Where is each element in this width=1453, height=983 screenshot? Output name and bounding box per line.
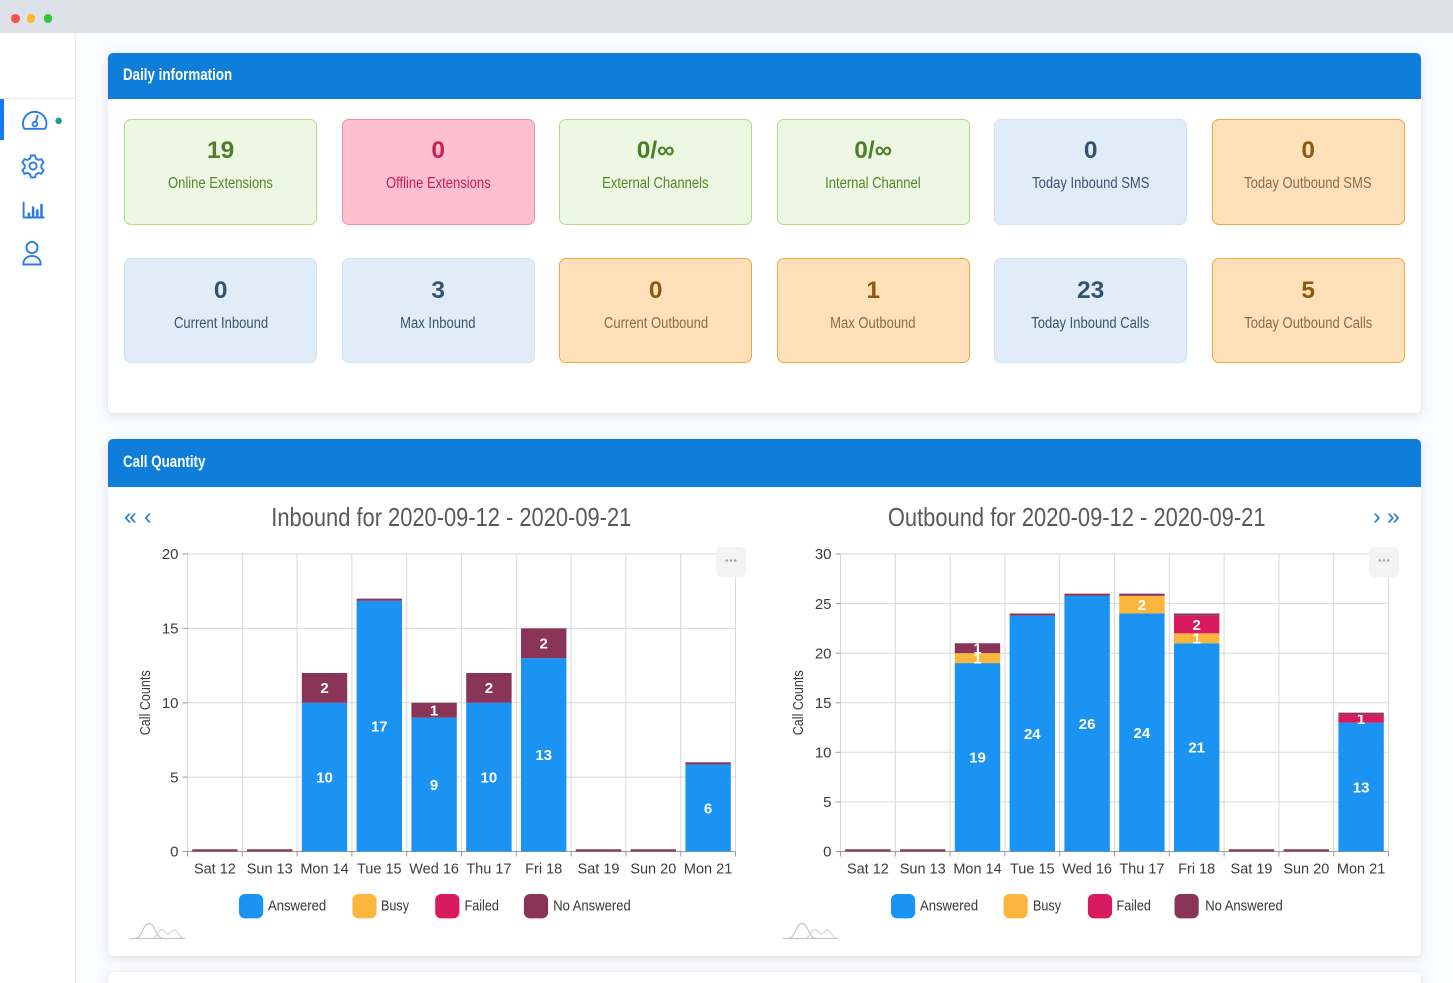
svg-text:Sun 13: Sun 13 xyxy=(247,862,293,878)
svg-text:6: 6 xyxy=(704,800,712,817)
svg-text:13: 13 xyxy=(535,747,552,764)
svg-text:Busy: Busy xyxy=(1033,897,1061,914)
svg-text:Fri 18: Fri 18 xyxy=(525,862,562,878)
svg-text:Fri 18: Fri 18 xyxy=(1178,862,1215,878)
svg-text:Thu 17: Thu 17 xyxy=(1119,862,1164,878)
svg-text:1: 1 xyxy=(430,703,438,720)
svg-text:»: » xyxy=(1387,503,1400,529)
svg-text:Inbound for 2020-09-12 - 2020-: Inbound for 2020-09-12 - 2020-09-21 xyxy=(271,502,631,532)
svg-text:Sun 13: Sun 13 xyxy=(900,862,946,878)
svg-text:Call Counts: Call Counts xyxy=(137,670,154,735)
svg-text:0: 0 xyxy=(170,844,178,861)
svg-text:15: 15 xyxy=(815,695,832,712)
svg-text:Sat 12: Sat 12 xyxy=(194,862,236,878)
svg-text:5: 5 xyxy=(823,794,831,811)
svg-text:‹: ‹ xyxy=(144,503,152,529)
svg-text:17: 17 xyxy=(371,719,388,736)
svg-text:0: 0 xyxy=(823,844,831,861)
svg-text:Sat 19: Sat 19 xyxy=(1231,862,1273,878)
svg-text:2: 2 xyxy=(540,636,548,653)
svg-text:Answered: Answered xyxy=(268,897,326,914)
svg-text:No Answered: No Answered xyxy=(553,897,631,914)
svg-text:10: 10 xyxy=(162,695,179,712)
svg-text:Mon 14: Mon 14 xyxy=(953,862,1001,878)
svg-text:1: 1 xyxy=(973,641,981,658)
svg-text:20: 20 xyxy=(815,645,832,662)
svg-text:Wed 16: Wed 16 xyxy=(1062,862,1112,878)
svg-text:24: 24 xyxy=(1134,725,1151,742)
svg-text:Mon 21: Mon 21 xyxy=(1337,862,1385,878)
svg-text:Mon 21: Mon 21 xyxy=(684,862,732,878)
svg-text:20: 20 xyxy=(162,546,179,563)
svg-text:5: 5 xyxy=(170,769,178,786)
svg-text:13: 13 xyxy=(1353,779,1370,796)
svg-text:2: 2 xyxy=(485,680,493,697)
svg-text:Sun 20: Sun 20 xyxy=(630,862,676,878)
svg-text:9: 9 xyxy=(430,777,438,794)
svg-text:Tue 15: Tue 15 xyxy=(1010,862,1055,878)
svg-text:Mon 14: Mon 14 xyxy=(300,862,348,878)
svg-text:Busy: Busy xyxy=(381,897,409,914)
svg-text:Failed: Failed xyxy=(465,897,499,914)
svg-text:Call Counts: Call Counts xyxy=(790,670,807,735)
svg-text:Sat 12: Sat 12 xyxy=(847,862,889,878)
svg-text:15: 15 xyxy=(162,621,179,638)
svg-text:2: 2 xyxy=(1193,617,1201,634)
svg-text:2: 2 xyxy=(320,680,328,697)
svg-text:1: 1 xyxy=(1357,711,1365,728)
svg-text:Sun 20: Sun 20 xyxy=(1283,862,1329,878)
svg-text:10: 10 xyxy=(481,769,498,786)
svg-text:2: 2 xyxy=(1138,597,1146,614)
svg-text:Answered: Answered xyxy=(920,897,978,914)
svg-text:No Answered: No Answered xyxy=(1205,897,1283,914)
svg-text:10: 10 xyxy=(316,769,333,786)
svg-text:24: 24 xyxy=(1024,726,1041,743)
svg-text:19: 19 xyxy=(969,750,986,767)
svg-text:26: 26 xyxy=(1079,716,1096,733)
svg-text:10: 10 xyxy=(815,745,832,762)
svg-text:21: 21 xyxy=(1188,740,1205,757)
svg-text:Tue 15: Tue 15 xyxy=(357,862,402,878)
svg-text:1: 1 xyxy=(1193,631,1201,648)
svg-text:›: › xyxy=(1373,503,1381,529)
svg-text:Failed: Failed xyxy=(1117,897,1151,914)
svg-text:1: 1 xyxy=(973,650,981,667)
svg-text:25: 25 xyxy=(815,596,832,613)
svg-text:Wed 16: Wed 16 xyxy=(409,862,459,878)
svg-text:Sat 19: Sat 19 xyxy=(578,862,620,878)
svg-text:30: 30 xyxy=(815,546,832,563)
svg-text:Thu 17: Thu 17 xyxy=(466,862,511,878)
svg-text:Outbound for 2020-09-12 - 2020: Outbound for 2020-09-12 - 2020-09-21 xyxy=(888,502,1266,532)
svg-text:«: « xyxy=(124,503,137,529)
